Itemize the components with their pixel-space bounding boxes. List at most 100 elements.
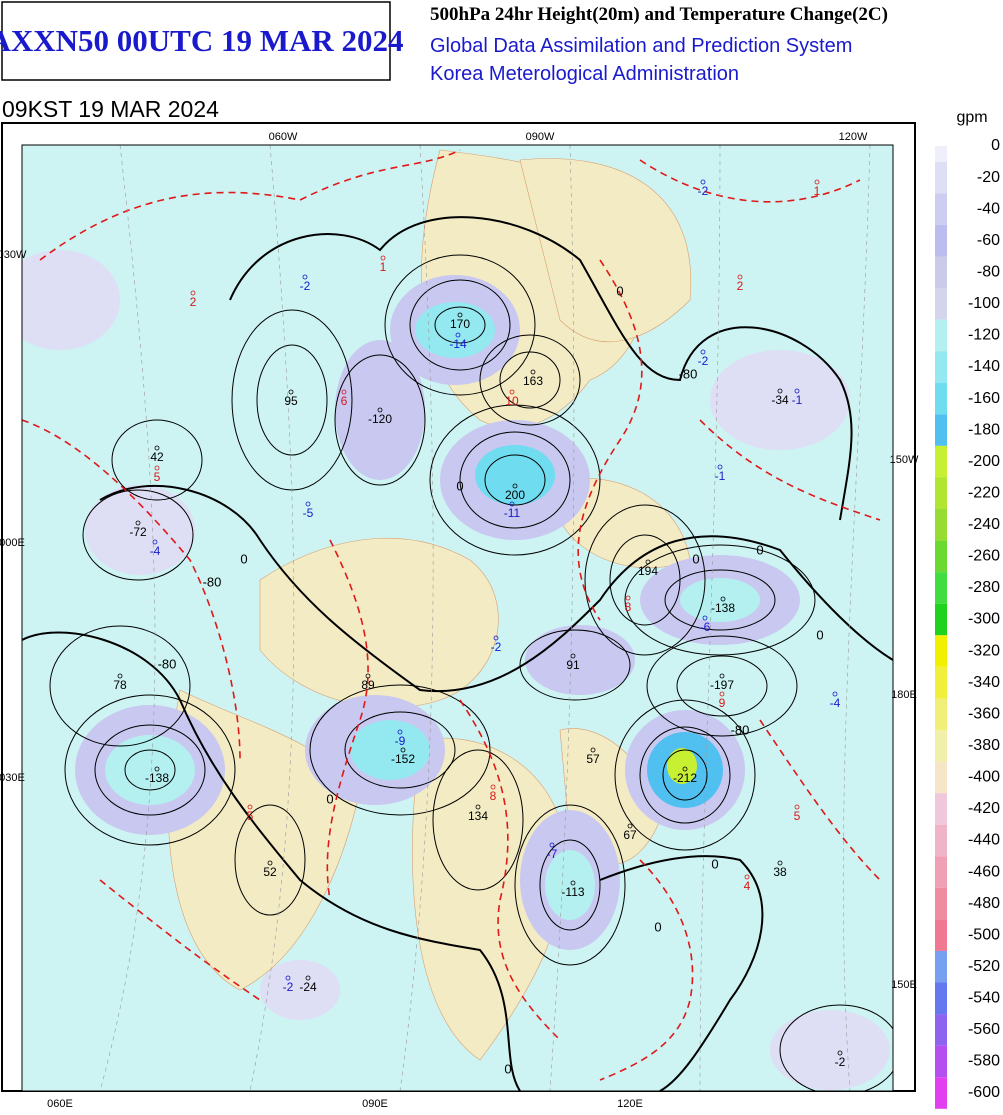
center-marker: [152, 539, 158, 545]
center-marker: [341, 389, 347, 395]
center-value: 42: [150, 450, 164, 464]
height-contour: [584, 504, 706, 656]
center-value: -152: [391, 752, 415, 766]
colorbar-label: -440: [968, 832, 1000, 849]
center-value: -2: [300, 279, 311, 293]
longitude-label: 150E: [891, 979, 917, 991]
colorbar-swatch: [935, 572, 947, 604]
height-contour: [432, 749, 524, 891]
center-value: -113: [561, 885, 584, 899]
center-value: 8: [490, 789, 497, 803]
longitude-label: 090W: [526, 131, 555, 143]
colorbar-label: -60: [977, 232, 1000, 249]
center-marker: [590, 747, 596, 753]
center-value: -72: [129, 525, 147, 539]
height-contour: [334, 354, 426, 486]
height-shading: [525, 625, 635, 695]
subtitle: Global Data Assimilation and Prediction …: [430, 35, 852, 57]
height-shading: [260, 960, 340, 1020]
longitude-label: 090E: [362, 1098, 388, 1110]
colorbar: 0 -20 -40 -60 -80 -100 -120 -140 -160 -180 -200 -22…: [935, 137, 1000, 1109]
height-shading: [105, 735, 195, 805]
center-value: -11: [504, 506, 521, 520]
colorbar-swatch: [935, 950, 947, 983]
colorbar-swatch: [935, 540, 947, 573]
center-marker: [625, 595, 631, 601]
center-value: -24: [299, 980, 317, 994]
center-marker: [302, 274, 308, 280]
center-marker: [377, 407, 383, 413]
colorbar-swatch: [935, 351, 947, 383]
height-shading: [22, 250, 120, 350]
center-marker: [570, 880, 576, 886]
height-shading: [335, 340, 425, 480]
center-marker: [719, 691, 725, 697]
height-contour: [344, 711, 456, 789]
temperature-contour: [459, 699, 561, 1041]
title-box-text: AXXN50 00UTC 19 MAR 2024: [0, 23, 404, 58]
graticule: [842, 145, 871, 1091]
colorbar-label: -200: [968, 453, 1000, 470]
center-marker: [397, 729, 403, 735]
colorbar-label: -500: [968, 926, 1000, 943]
center-marker: [117, 673, 123, 679]
height-contour: [499, 351, 561, 409]
colorbar-label: -180: [968, 421, 1000, 438]
contour-label: 0: [326, 791, 333, 806]
graticule: [399, 145, 434, 1091]
graticule: [249, 145, 295, 1091]
colorbar-label: -20: [977, 169, 1000, 186]
center-value: 89: [361, 678, 375, 692]
contour-label: 0: [616, 283, 623, 298]
center-value: -2: [283, 980, 294, 994]
center-marker: [380, 255, 386, 261]
longitude-label: 180E: [891, 689, 917, 701]
height-contour: [256, 344, 328, 456]
graticule: [549, 145, 575, 1091]
center-value: 200: [505, 488, 525, 502]
colorbar-swatch: [935, 477, 947, 510]
map-area: [22, 145, 893, 1091]
height-contour: [664, 569, 776, 631]
center-value: -1: [792, 393, 803, 407]
center-marker: [455, 332, 461, 338]
height-contour: [309, 684, 491, 816]
center-marker: [645, 559, 651, 565]
center-value: 38: [773, 865, 787, 879]
center-marker: [509, 389, 515, 395]
colorbar-swatch: [935, 382, 947, 415]
zero-contour: [22, 631, 521, 1091]
center-value: -7: [547, 847, 558, 861]
colorbar-swatch: [935, 224, 947, 257]
center-marker: [744, 874, 750, 880]
center-marker: [490, 784, 496, 790]
colorbar-swatch: [935, 856, 947, 888]
center-value: -9: [395, 734, 406, 748]
contour-label: 0: [711, 856, 718, 871]
zero-contour: [599, 855, 764, 1091]
colorbar-label: -260: [968, 548, 1000, 565]
center-marker: [794, 388, 800, 394]
land: [519, 158, 692, 343]
colorbar-swatch: [935, 982, 947, 1015]
contour-label: -80: [731, 722, 750, 737]
center-marker: [267, 860, 273, 866]
colorbar-label: -400: [968, 769, 1000, 786]
center-marker: [400, 747, 406, 753]
temperature-contour: [22, 419, 241, 761]
temperature-contour: [326, 539, 369, 901]
colorbar-swatch: [935, 509, 947, 541]
height-contour: [609, 534, 681, 626]
contour-label: 0: [240, 551, 247, 566]
center-value: -14: [449, 337, 467, 351]
land: [259, 537, 499, 708]
colorbar-label: -140: [968, 358, 1000, 375]
colorbar-label: -220: [968, 484, 1000, 501]
center-value: 5: [794, 809, 801, 823]
center-marker: [135, 520, 141, 526]
height-contour: [646, 635, 798, 737]
height-contour: [459, 431, 571, 529]
center-marker: [700, 179, 706, 185]
height-contour: [676, 655, 768, 717]
colorbar-swatch: [935, 193, 947, 225]
